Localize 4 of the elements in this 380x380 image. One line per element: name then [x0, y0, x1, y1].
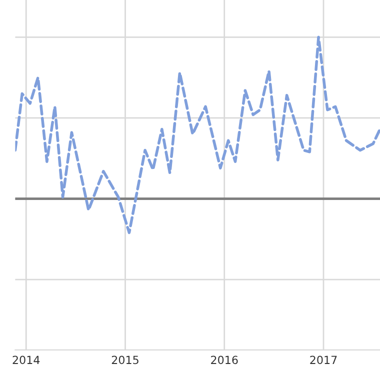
x-tick-label: 2017 — [310, 356, 337, 364]
x-tick-label: 2014 — [12, 356, 40, 364]
x-tick-label: 2015 — [112, 356, 138, 364]
x-tick-label: 2016 — [211, 356, 238, 364]
